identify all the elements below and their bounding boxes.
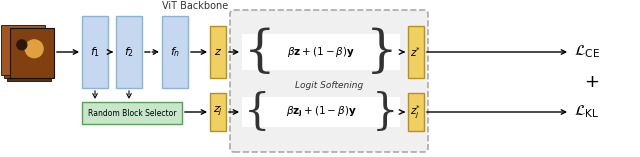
Bar xyxy=(82,102,182,124)
Bar xyxy=(408,26,424,78)
Bar xyxy=(210,26,226,78)
Bar xyxy=(242,97,400,127)
Text: $z_j$: $z_j$ xyxy=(213,105,223,119)
Text: ViT Backbone: ViT Backbone xyxy=(162,1,228,11)
Circle shape xyxy=(17,40,27,50)
Text: $\beta\mathbf{z_j}+(1-\beta)\mathbf{y}$: $\beta\mathbf{z_j}+(1-\beta)\mathbf{y}$ xyxy=(285,105,356,119)
Bar xyxy=(7,31,51,81)
Circle shape xyxy=(26,40,43,58)
Bar xyxy=(210,93,226,131)
Text: $z$: $z$ xyxy=(214,47,222,57)
Bar xyxy=(4,28,48,78)
Text: }: } xyxy=(371,91,398,133)
Text: $+$: $+$ xyxy=(584,73,600,91)
Text: }: } xyxy=(366,27,398,77)
Bar xyxy=(162,16,188,88)
Text: {: { xyxy=(244,27,276,77)
Bar xyxy=(82,16,108,88)
Bar xyxy=(116,16,142,88)
Bar xyxy=(10,28,54,78)
Text: $z^{*}$: $z^{*}$ xyxy=(410,45,422,59)
Text: $f_2$: $f_2$ xyxy=(124,45,134,59)
Text: $z_j^{*}$: $z_j^{*}$ xyxy=(410,103,422,121)
Text: $\mathcal{L}_{\mathrm{KL}}$: $\mathcal{L}_{\mathrm{KL}}$ xyxy=(574,104,600,120)
Text: Random Block Selector: Random Block Selector xyxy=(88,108,176,117)
Text: $\mathcal{L}_{\mathrm{CE}}$: $\mathcal{L}_{\mathrm{CE}}$ xyxy=(574,44,600,60)
Bar xyxy=(408,93,424,131)
Text: {: { xyxy=(244,91,271,133)
Bar xyxy=(1,25,45,75)
Text: Logit Softening: Logit Softening xyxy=(295,81,363,90)
FancyBboxPatch shape xyxy=(230,10,428,152)
Text: $\beta\mathbf{z}+(1-\beta)\mathbf{y}$: $\beta\mathbf{z}+(1-\beta)\mathbf{y}$ xyxy=(287,45,355,59)
Text: $f_1$: $f_1$ xyxy=(90,45,100,59)
Text: $f_n$: $f_n$ xyxy=(170,45,180,59)
Bar xyxy=(242,34,400,70)
